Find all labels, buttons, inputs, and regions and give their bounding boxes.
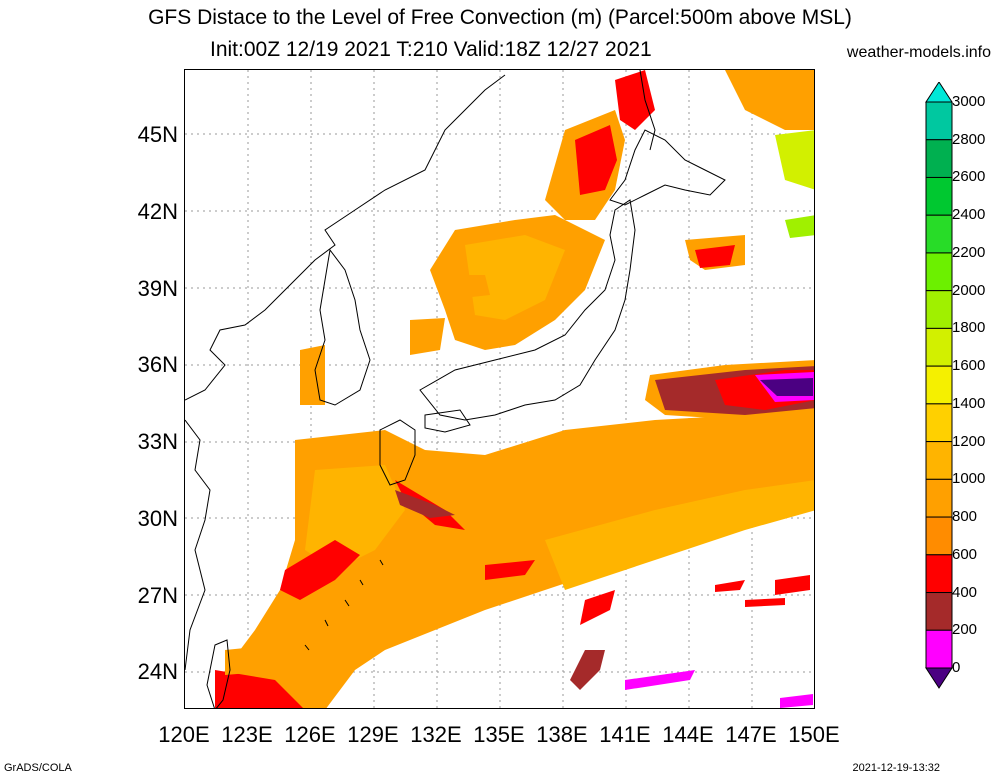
lon-label-126e: 126E bbox=[284, 722, 336, 747]
lfc-shading bbox=[215, 70, 814, 708]
site-credit: weather-models.info bbox=[846, 44, 991, 61]
colorbar-label: 1400 bbox=[952, 394, 986, 412]
colorbar-segment bbox=[925, 554, 953, 594]
footer-credit: GrADS/COLA bbox=[4, 762, 72, 774]
lon-label-141e: 141E bbox=[599, 722, 651, 747]
lon-label-135e: 135E bbox=[473, 722, 525, 747]
lon-label-144e: 144E bbox=[662, 722, 714, 747]
lat-label-45n: 45N bbox=[137, 122, 178, 147]
colorbar-segment bbox=[925, 441, 953, 480]
coastlines bbox=[185, 70, 726, 708]
colorbar-label: 1000 bbox=[952, 470, 986, 488]
colorbar-segment bbox=[925, 327, 953, 367]
lon-label-129e: 129E bbox=[347, 722, 399, 747]
lon-label-138e: 138E bbox=[536, 722, 588, 747]
lat-label-42n: 42N bbox=[137, 199, 178, 224]
colorbar-segment bbox=[925, 478, 953, 518]
footer-timestamp: 2021-12-19-13:32 bbox=[852, 762, 940, 774]
colorbar-label: 2600 bbox=[952, 168, 986, 186]
lat-label-27n: 27N bbox=[137, 583, 178, 608]
colorbar-segment bbox=[925, 252, 953, 292]
lon-label-132e: 132E bbox=[410, 722, 462, 747]
colorbar-segment bbox=[925, 629, 953, 669]
colorbar-label: 1600 bbox=[952, 357, 986, 375]
colorbar-segment bbox=[925, 214, 953, 254]
colorbar-label: 3000 bbox=[952, 93, 986, 110]
lat-label-33n: 33N bbox=[137, 429, 178, 454]
colorbar-segment bbox=[925, 403, 953, 443]
lon-label-123e: 123E bbox=[221, 722, 273, 747]
colorbar-top-arrow bbox=[925, 82, 953, 103]
colorbar-label: 2200 bbox=[952, 243, 986, 261]
colorbar-label: 2800 bbox=[952, 130, 986, 148]
colorbar bbox=[925, 82, 953, 689]
colorbar-bottom-arrow bbox=[925, 667, 953, 689]
colorbar-segment bbox=[925, 139, 953, 178]
colorbar-segment bbox=[925, 101, 953, 141]
colorbar-label: 600 bbox=[952, 545, 978, 563]
colorbar-label: 200 bbox=[952, 621, 978, 639]
colorbar-label: 2000 bbox=[952, 281, 986, 299]
colorbar-segment bbox=[925, 176, 953, 216]
colorbar-segment bbox=[925, 592, 953, 631]
lon-label-120e: 120E bbox=[158, 722, 210, 747]
colorbar-label: 400 bbox=[952, 583, 978, 601]
lat-label-39n: 39N bbox=[137, 276, 178, 301]
colorbar-label: 1800 bbox=[952, 319, 986, 337]
colorbar-segment bbox=[925, 290, 953, 329]
lat-label-30n: 30N bbox=[137, 506, 178, 531]
chart-subtitle: Init:00Z 12/19 2021 T:210 Valid:18Z 12/2… bbox=[210, 38, 652, 61]
colorbar-label: 1200 bbox=[952, 432, 986, 450]
colorbar-label: 800 bbox=[952, 508, 978, 526]
lon-label-147e: 147E bbox=[725, 722, 777, 747]
lat-label-36n: 36N bbox=[137, 352, 178, 377]
map-panel bbox=[184, 69, 815, 709]
colorbar-label: 0 bbox=[952, 659, 961, 676]
colorbar-label: 2400 bbox=[952, 206, 986, 224]
map-canvas bbox=[185, 70, 814, 708]
lat-label-24n: 24N bbox=[137, 659, 178, 684]
colorbar-segment bbox=[925, 516, 953, 556]
chart-title: GFS Distace to the Level of Free Convect… bbox=[148, 6, 852, 29]
lon-label-150e: 150E bbox=[788, 722, 840, 747]
colorbar-segment bbox=[925, 365, 953, 405]
